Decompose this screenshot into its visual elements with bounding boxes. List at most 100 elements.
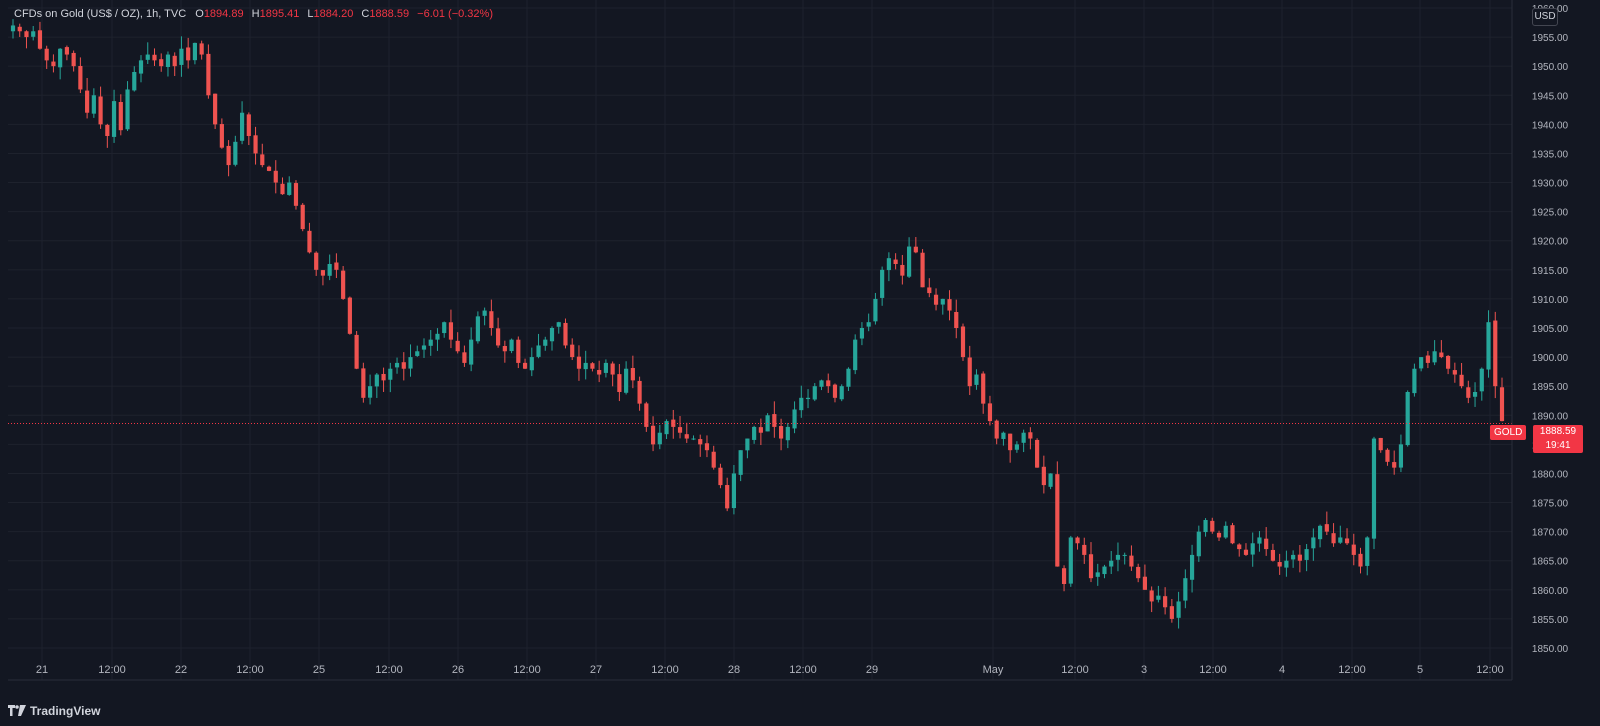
time-scale[interactable]: 21 12:00 22 12:00 25 12:00 26 12:00 27 12:00 28 12:… [36,664,1504,676]
candle-down [1493,320,1498,387]
candle-up [536,345,541,357]
candle-up [233,141,238,165]
candle-down [1216,532,1222,538]
y-tick-label: 1955.00 [1532,33,1569,44]
candle-up [603,362,608,373]
candle-down [496,328,501,346]
candle-up [1014,444,1019,450]
candle-up [819,380,824,387]
y-tick-label: 1850.00 [1532,644,1569,655]
candle-down [576,356,582,369]
candle-down [947,299,952,311]
candle-up [873,298,878,322]
candle-up [529,357,534,371]
candle-down [597,370,602,375]
candle-down [826,380,831,387]
tradingview-logo[interactable]: TradingView [8,704,100,718]
candle-up [408,357,413,369]
y-tick-label: 1950.00 [1532,62,1569,73]
candle-down [913,246,918,253]
candle-down [900,264,905,276]
candle-up [583,362,588,370]
candle-down [967,357,972,387]
y-tick-label: 1865.00 [1532,557,1569,568]
candlestick-series [10,19,1505,629]
candle-up [1189,554,1195,580]
x-tick-label: 22 [175,664,187,676]
x-tick-label: 27 [590,664,602,676]
candle-down [253,135,258,154]
candle-up [1156,595,1161,600]
y-tick-label: 1860.00 [1532,586,1569,597]
candle-down [1452,370,1457,375]
candle-down [994,420,999,439]
candle-up [1203,520,1208,533]
candle-down [1041,466,1046,486]
x-tick-label: 12:00 [98,664,126,676]
candle-down [1344,538,1350,544]
price-chart[interactable]: 1960.001955.001950.001945.001940.001935.… [0,0,1600,696]
candle-up [287,182,292,195]
x-tick-label: 12:00 [236,664,264,676]
candle-down [152,54,157,61]
symbol-title[interactable]: CFDs on Gold (US$ / OZ), 1h, TVC [14,8,187,20]
candle-down [617,374,622,392]
candle-down [314,252,319,270]
candle-down [118,102,123,131]
candle-down [1088,554,1094,579]
candle-up [846,368,851,387]
candle-up [1304,549,1309,560]
candle-down [361,368,366,398]
candle-down [159,59,164,67]
price-scale-area[interactable] [1512,0,1600,680]
candle-up [1115,554,1121,560]
candle-down [280,183,285,195]
candle-down [920,252,925,288]
candle-up [482,310,487,316]
candle-down [1385,449,1390,462]
candle-up [792,409,797,429]
candle-down [1351,544,1356,555]
candle-up [1223,525,1228,538]
candle-down [610,363,615,375]
x-tick-label: 28 [728,664,740,676]
candle-down [213,93,218,125]
candle-up [1419,357,1424,369]
candle-up [1183,578,1188,601]
candle-down [677,427,683,433]
candle-up [805,397,811,400]
candle-down [711,451,716,468]
candle-up [886,258,891,271]
candle-down [51,61,56,67]
candle-up [58,48,63,68]
candle-down [105,124,110,136]
candle-up [691,438,696,440]
candle-down [981,373,986,404]
y-tick-label: 1905.00 [1532,324,1569,335]
y-tick-label: 1890.00 [1532,411,1569,422]
y-tick-label: 1925.00 [1532,208,1569,219]
candle-down [206,53,211,96]
candle-down [684,434,689,439]
candle-up [543,339,548,346]
x-tick-label: 12:00 [375,664,403,676]
candle-down [455,340,460,352]
y-tick-label: 1910.00 [1532,295,1569,306]
candle-down [637,380,642,404]
candle-up [549,328,555,342]
candle-up [327,264,332,276]
candle-up [1095,572,1100,577]
open-value: 1894.89 [203,8,244,20]
x-tick-label: 4 [1279,664,1285,676]
candle-down [1378,437,1383,451]
candle-up [394,362,400,368]
candle-down [1270,549,1276,561]
candle-down [354,334,359,369]
candle-down [199,43,204,55]
price-scale: 1960.001955.001950.001945.001940.001935.… [1532,4,1569,655]
symbol-legend: CFDs on Gold (US$ / OZ), 1h, TVC O1894.8… [14,8,498,20]
x-tick-label: 12:00 [1061,664,1089,676]
candle-up [1405,392,1410,446]
candle-down [1358,553,1363,567]
currency-button[interactable]: USD [1532,8,1558,26]
